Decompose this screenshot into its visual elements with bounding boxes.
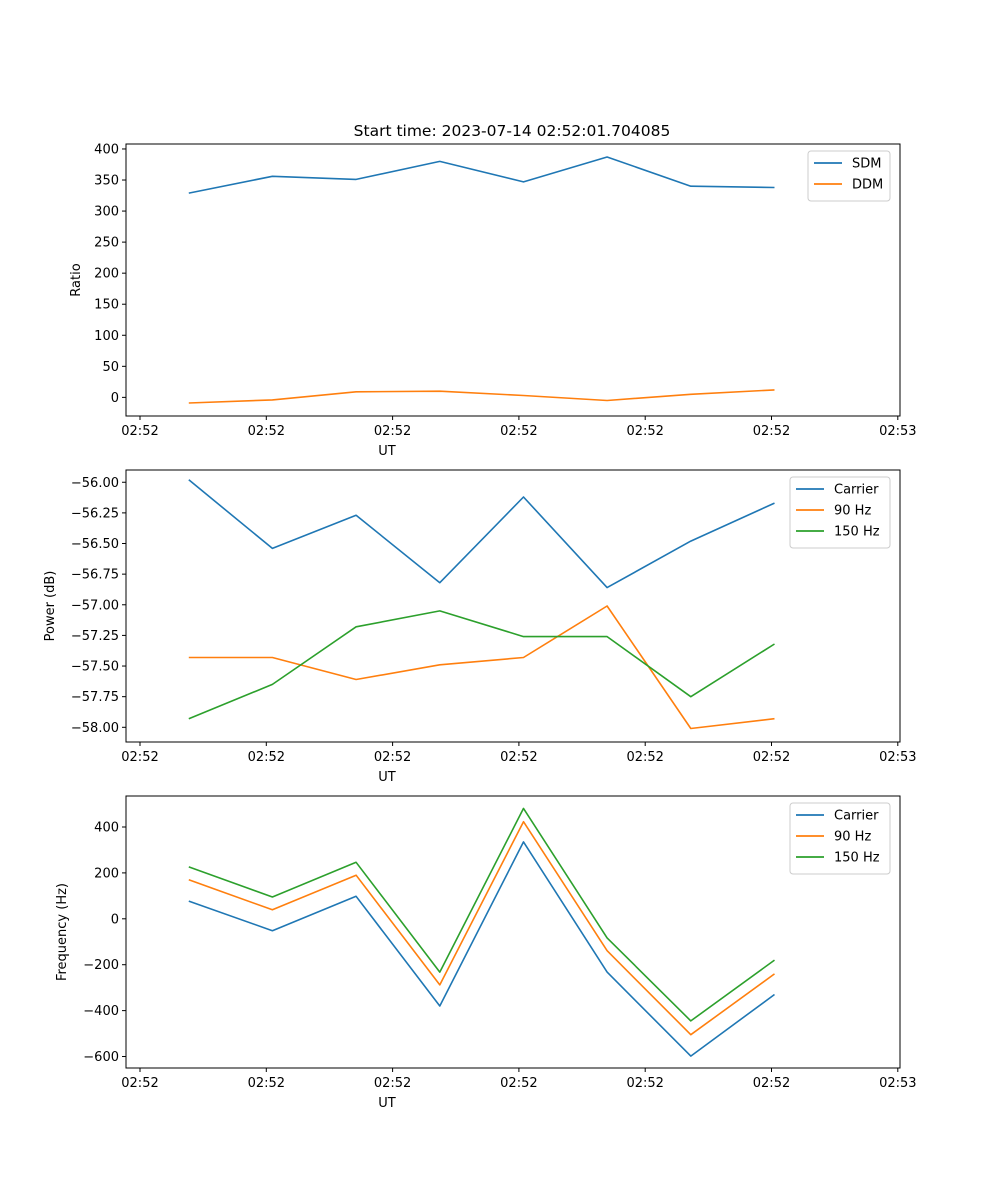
series-line-150-hz (188, 610, 775, 720)
x-tick-label: 02:52 (248, 750, 285, 765)
legend-label: Carrier (834, 809, 879, 824)
series-line-carrier (188, 479, 775, 589)
legend-label: SDM (852, 157, 881, 172)
legend-label: 90 Hz (834, 504, 871, 519)
series-line-ddm (188, 389, 775, 404)
series-line-carrier (188, 841, 775, 1057)
x-tick-label: 02:52 (374, 424, 411, 439)
x-tick-label: 02:52 (121, 750, 158, 765)
x-tick-label: 02:52 (121, 1076, 158, 1091)
plot-frame (125, 795, 901, 1069)
y-tick-label: 200 (94, 866, 119, 881)
y-tick-label: 200 (94, 267, 119, 282)
y-tick-label: 50 (102, 360, 119, 375)
x-tick-label: 02:52 (753, 424, 790, 439)
y-tick-label: 0 (111, 912, 119, 927)
x-tick-label: 02:53 (879, 1076, 916, 1091)
x-tick-label: 02:52 (248, 1076, 285, 1091)
legend-label: Carrier (834, 483, 879, 498)
legend-label: 150 Hz (834, 851, 880, 866)
figure-title: Start time: 2023-07-14 02:52:01.704085 (354, 122, 671, 140)
y-tick-label: 400 (94, 142, 119, 157)
y-tick-label: −400 (83, 1004, 119, 1019)
series-line-sdm (188, 156, 775, 194)
y-tick-label: −56.25 (71, 506, 119, 521)
legend: Carrier 90 Hz 150 Hz (789, 802, 891, 875)
y-tick-label: −56.75 (71, 568, 119, 583)
y-axis-label: Frequency (Hz) (55, 883, 70, 981)
legend: Carrier 90 Hz 150 Hz (789, 476, 891, 549)
x-axis-label: UT (378, 444, 396, 459)
y-tick-label: −200 (83, 958, 119, 973)
legend-label: DDM (852, 178, 883, 193)
chart-panel-2: 02:52 02:52 02:52 02:52 02:52 02:52 02:53 −58.0… (43, 469, 917, 785)
legend: SDM DDM (807, 150, 891, 202)
y-tick-label: −57.00 (71, 598, 119, 613)
y-tick-label: −57.50 (71, 660, 119, 675)
x-tick-label: 02:52 (500, 750, 537, 765)
y-tick-label: 250 (94, 236, 119, 251)
x-tick-label: 02:52 (500, 1076, 537, 1091)
y-axis-label: Ratio (69, 263, 84, 296)
x-tick-label: 02:52 (626, 424, 663, 439)
y-tick-label: −56.00 (71, 476, 119, 491)
y-tick-label: 0 (111, 391, 119, 406)
legend-label: 90 Hz (834, 830, 871, 845)
x-tick-label: 02:52 (374, 1076, 411, 1091)
x-tick-label: 02:52 (374, 750, 411, 765)
chart-panel-1: 02:52 02:52 02:52 02:52 02:52 02:52 02:53 0 50 10… (69, 142, 917, 459)
x-tick-label: 02:52 (626, 1076, 663, 1091)
series-line-90-hz (188, 605, 775, 730)
y-tick-label: 300 (94, 205, 119, 220)
x-tick-label: 02:52 (500, 424, 537, 439)
y-tick-label: −57.25 (71, 629, 119, 644)
y-tick-label: 350 (94, 174, 119, 189)
x-tick-label: 02:52 (121, 424, 158, 439)
x-axis-label: UT (378, 1096, 396, 1111)
y-tick-label: −600 (83, 1050, 119, 1065)
x-tick-label: 02:52 (626, 750, 663, 765)
x-tick-label: 02:53 (879, 750, 916, 765)
plot-frame (125, 143, 901, 417)
plot-frame (125, 469, 901, 743)
panels: 02:52 02:52 02:52 02:52 02:52 02:52 02:53 0 50 10… (43, 142, 917, 1111)
y-tick-label: −57.75 (71, 690, 119, 705)
y-tick-label: 100 (94, 329, 119, 344)
series-line-150-hz (188, 807, 775, 1022)
legend-label: 150 Hz (834, 525, 880, 540)
y-tick-label: 150 (94, 298, 119, 313)
series-line-90-hz (188, 820, 775, 1036)
x-tick-label: 02:52 (753, 750, 790, 765)
chart-panel-3: 02:52 02:52 02:52 02:52 02:52 02:52 02:53 −600 −… (55, 795, 917, 1111)
x-tick-label: 02:52 (753, 1076, 790, 1091)
x-axis-label: UT (378, 770, 396, 785)
y-tick-label: 400 (94, 820, 119, 835)
x-tick-label: 02:53 (879, 424, 916, 439)
y-tick-label: −58.00 (71, 721, 119, 736)
y-axis-label: Power (dB) (43, 571, 58, 642)
x-tick-label: 02:52 (248, 424, 285, 439)
y-tick-label: −56.50 (71, 537, 119, 552)
